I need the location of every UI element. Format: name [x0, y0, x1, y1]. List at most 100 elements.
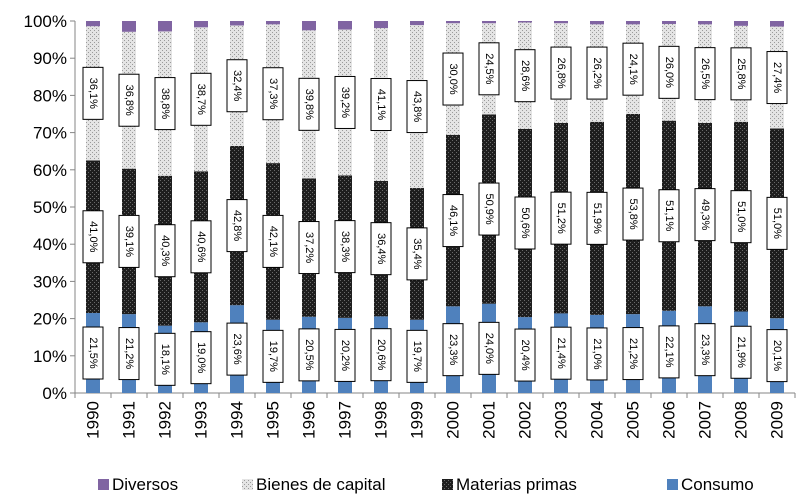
data-label: 51,0%	[771, 208, 783, 239]
data-label-box	[766, 329, 788, 383]
data-label-box	[694, 323, 716, 377]
bar-segment-diversos	[230, 21, 244, 26]
x-axis-ticks: 1990 1991 1992 1993 1994 1995 1996 1997 1998 1999…	[74, 393, 796, 439]
x-tick-label: 1996	[300, 401, 319, 439]
data-label-box	[442, 194, 464, 248]
data-label-box	[550, 46, 572, 100]
data-label-box	[442, 52, 464, 106]
y-tick-label: 90%	[33, 49, 67, 68]
data-label-box	[766, 51, 788, 105]
data-label-box	[190, 72, 212, 126]
data-label-box	[370, 222, 392, 276]
data-label-box	[730, 47, 752, 101]
data-label-box	[190, 331, 212, 385]
data-label-box	[298, 77, 320, 131]
data-label-box	[262, 214, 284, 268]
data-label-box	[154, 224, 176, 278]
x-tick-label: 2006	[660, 401, 679, 439]
bar-segment-diversos	[266, 21, 280, 25]
data-label-box	[514, 196, 536, 250]
y-tick-label: 60%	[33, 161, 67, 180]
data-label: 37,2%	[303, 232, 315, 263]
data-label: 28,6%	[519, 60, 531, 91]
data-label-box	[550, 191, 572, 245]
data-label: 20,1%	[771, 340, 783, 371]
data-label: 49,3%	[699, 199, 711, 230]
data-label-box	[442, 323, 464, 377]
x-tick-label: 1993	[192, 401, 211, 439]
data-label: 41,1%	[375, 89, 387, 120]
data-label: 26,0%	[663, 57, 675, 88]
data-label-box	[226, 322, 248, 376]
data-label: 21,0%	[591, 338, 603, 369]
legend-swatch	[667, 479, 678, 490]
data-label-box	[658, 45, 680, 99]
data-label: 24,0%	[483, 333, 495, 364]
x-tick-label: 2003	[552, 401, 571, 439]
data-label-box	[262, 67, 284, 121]
data-label-box	[298, 328, 320, 382]
data-label: 51,2%	[555, 203, 567, 234]
data-label-box	[262, 329, 284, 383]
data-label-box	[406, 227, 428, 281]
bar-segment-diversos	[482, 21, 496, 24]
data-label-box	[766, 196, 788, 250]
data-label: 38,7%	[195, 84, 207, 115]
data-label: 51,0%	[735, 201, 747, 232]
data-label-box	[478, 182, 500, 236]
data-label-box	[694, 47, 716, 101]
data-label: 20,5%	[303, 339, 315, 370]
bar-segment-diversos	[374, 21, 388, 29]
x-tick-label: 1992	[156, 401, 175, 439]
data-label-box	[190, 220, 212, 274]
data-label: 36,4%	[375, 233, 387, 264]
x-tick-label: 1999	[408, 401, 427, 439]
data-label-box	[622, 187, 644, 241]
y-tick-label: 50%	[33, 198, 67, 217]
data-label: 20,6%	[375, 339, 387, 370]
data-label: 39,8%	[303, 89, 315, 120]
data-label-box	[586, 191, 608, 245]
chart-legend: Diversos Bienes de capital Materias primas…	[98, 475, 754, 494]
data-label: 19,7%	[267, 341, 279, 372]
data-label: 36,1%	[87, 78, 99, 109]
bar-segment-diversos	[338, 21, 352, 30]
x-tick-label: 1997	[336, 401, 355, 439]
bar-segment-diversos	[698, 21, 712, 25]
data-label: 30,0%	[447, 63, 459, 94]
y-tick-label: 20%	[33, 310, 67, 329]
data-label: 24,1%	[627, 54, 639, 85]
x-tick-label: 1998	[372, 401, 391, 439]
data-label: 19,7%	[411, 341, 423, 372]
bar-segment-diversos	[518, 21, 532, 23]
x-tick-label: 2002	[516, 401, 535, 439]
data-label-box	[658, 189, 680, 243]
bar-segment-diversos	[554, 21, 568, 24]
data-label: 21,5%	[87, 337, 99, 368]
bar-segment-diversos	[734, 21, 748, 26]
data-label: 25,8%	[735, 58, 747, 89]
bar-segment-diversos	[302, 21, 316, 31]
data-label: 38,8%	[159, 88, 171, 119]
y-tick-label: 0%	[42, 384, 67, 403]
data-label: 50,9%	[483, 193, 495, 224]
data-label-box	[226, 59, 248, 113]
data-label: 21,2%	[123, 338, 135, 369]
data-label-box	[514, 328, 536, 382]
y-tick-label: 100%	[24, 12, 67, 31]
data-label-box	[298, 221, 320, 275]
bar-segment-diversos	[626, 21, 640, 25]
data-label: 32,4%	[231, 70, 243, 101]
data-label: 18,1%	[159, 344, 171, 375]
data-label-box	[226, 199, 248, 253]
bar-segment-diversos	[590, 21, 604, 25]
chart-axes	[74, 21, 795, 394]
data-label-box	[478, 321, 500, 375]
bar-segment-diversos	[662, 21, 676, 24]
data-label-box	[730, 325, 752, 379]
data-label-box	[334, 328, 356, 382]
legend-label: Consumo	[681, 475, 754, 494]
y-tick-label: 70%	[33, 124, 67, 143]
data-label: 26,8%	[555, 57, 567, 88]
x-tick-label: 2005	[624, 401, 643, 439]
